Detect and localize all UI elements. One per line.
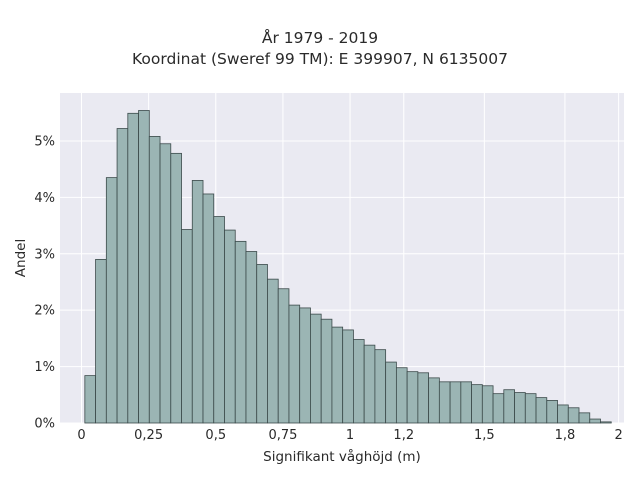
histogram-bar <box>105 177 118 424</box>
histogram-bar <box>138 110 150 424</box>
histogram-bar <box>481 385 494 424</box>
histogram-bar <box>267 278 279 424</box>
x-tick-label: 1,8 <box>555 428 576 443</box>
histogram-bar <box>374 349 387 424</box>
histogram-bar <box>342 329 354 424</box>
histogram-bar <box>428 377 440 424</box>
histogram-bar <box>288 304 301 424</box>
y-tick-label: 5% <box>34 134 55 149</box>
y-axis-ticks: 0% 1% 2% 3% 4% 5% <box>34 134 55 431</box>
histogram-bar <box>460 381 472 424</box>
histogram-bar <box>127 112 139 424</box>
y-tick-label: 2% <box>34 304 55 319</box>
histogram-bar <box>224 229 236 424</box>
histogram-bar <box>417 372 430 424</box>
x-tick-label: 1,5 <box>474 428 495 443</box>
x-tick-label: 2 <box>614 428 622 443</box>
y-tick-label: 4% <box>34 191 55 206</box>
x-tick-label: 0,25 <box>134 428 163 443</box>
x-tick-label: 0 <box>77 428 85 443</box>
histogram-bar <box>320 318 333 424</box>
histogram-bar <box>148 136 161 424</box>
histogram-bar <box>471 384 483 424</box>
histogram-bar <box>546 400 558 424</box>
histogram-bar <box>159 143 172 424</box>
x-axis-ticks: 0 0,25 0,5 0,75 1 1,2 1,5 1,8 2 <box>77 428 622 443</box>
histogram-bar <box>310 313 322 424</box>
histogram-bar <box>503 389 515 424</box>
histogram-bar <box>299 307 311 424</box>
histogram-bar <box>277 288 290 424</box>
histogram-bar <box>256 264 268 424</box>
histogram-bar <box>213 216 225 424</box>
histogram-bars <box>84 110 612 424</box>
histogram-bar <box>567 407 580 424</box>
histogram-bar <box>535 397 548 424</box>
histogram-bar <box>524 393 537 424</box>
histogram-bar <box>116 128 129 424</box>
histogram-bar <box>353 339 365 424</box>
x-tick-label: 1 <box>346 428 354 443</box>
y-axis-label: Andel <box>13 239 29 277</box>
histogram-bar <box>95 259 107 424</box>
histogram-bar <box>170 152 182 424</box>
histogram-bar <box>600 421 612 424</box>
histogram-bar <box>514 392 526 424</box>
histogram-bar <box>245 251 258 424</box>
x-tick-label: 0,75 <box>268 428 297 443</box>
histogram-bar <box>191 180 204 424</box>
histogram-bar <box>395 367 408 424</box>
y-tick-label: 0% <box>34 417 55 432</box>
histogram-bar <box>557 404 569 424</box>
histogram-bar <box>385 361 397 424</box>
histogram-bar <box>578 412 591 424</box>
histogram-bar <box>181 229 193 424</box>
histogram-bar <box>438 381 451 424</box>
histogram-bar <box>589 418 601 424</box>
y-tick-label: 1% <box>34 360 55 375</box>
histogram-bar <box>492 393 505 424</box>
x-axis-label: Signifikant våghöjd (m) <box>263 448 421 465</box>
histogram-bar <box>84 375 96 424</box>
x-tick-label: 0,5 <box>205 428 226 443</box>
chart-subtitle: Koordinat (Sweref 99 TM): E 399907, N 61… <box>132 50 508 68</box>
y-tick-label: 3% <box>34 247 55 262</box>
histogram-bar <box>234 240 247 424</box>
histogram-bar <box>202 193 215 424</box>
histogram-bar <box>449 381 462 424</box>
histogram-bar <box>363 344 376 424</box>
chart-title: År 1979 - 2019 <box>261 29 379 47</box>
histogram-bar <box>406 371 419 424</box>
x-tick-label: 1,2 <box>393 428 414 443</box>
histogram-bar <box>331 326 344 424</box>
